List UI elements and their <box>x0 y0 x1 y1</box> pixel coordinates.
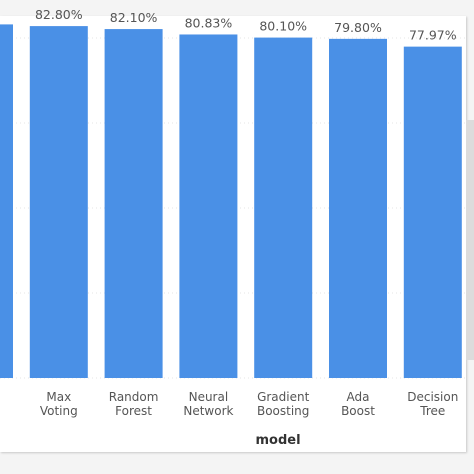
value-labels: 82.80% 82.10% 80.83% 80.10% 79.80% 77.97% <box>35 7 457 43</box>
x-tick-labels: Max Voting Random Forest Neural Network Gradie… <box>40 390 458 418</box>
bar <box>403 46 462 378</box>
bar <box>0 24 13 379</box>
bar <box>179 34 238 378</box>
bars <box>0 24 462 379</box>
bar <box>29 26 88 378</box>
bar-value-label: 82.10% <box>110 10 158 25</box>
bar-value-label: 80.10% <box>259 19 307 34</box>
bar <box>254 37 313 378</box>
bar-value-label: 82.80% <box>35 7 83 22</box>
x-tick-label: Random Forest <box>109 390 159 418</box>
bar-value-label: 79.80% <box>334 20 382 35</box>
bar-value-label: 80.83% <box>185 15 233 30</box>
x-tick-label: Decision Tree <box>407 390 458 418</box>
x-tick-label: Ada Boost <box>341 390 375 418</box>
x-tick-label: Neural Network <box>183 390 233 418</box>
x-tick-label: Gradient Boosting <box>257 390 310 418</box>
x-axis-title: model <box>255 433 300 448</box>
bar <box>104 29 163 378</box>
scroll-edge <box>466 120 474 360</box>
bar-value-label: 77.97% <box>409 28 457 43</box>
x-tick-label: Max Voting <box>40 390 78 418</box>
bar <box>329 38 387 378</box>
